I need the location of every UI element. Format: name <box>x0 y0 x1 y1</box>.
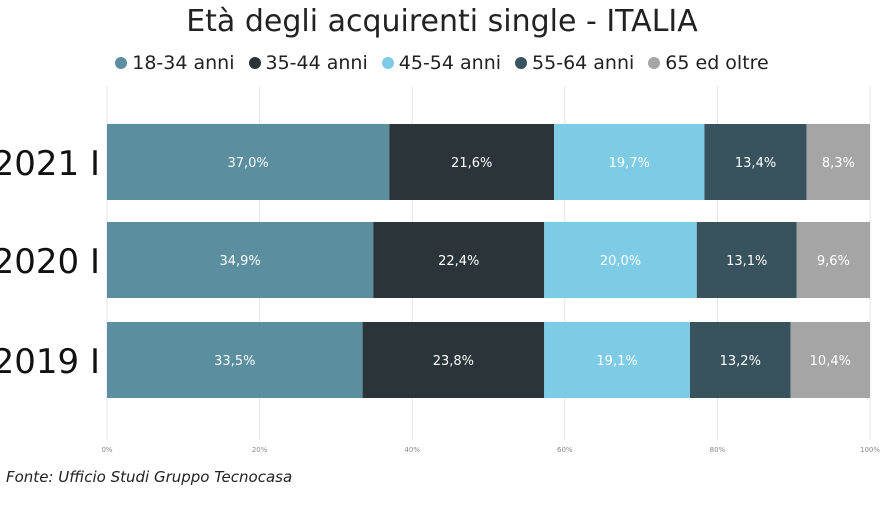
chart-legend: 18-34 anni 35-44 anni 45-54 anni 55-64 anni… <box>0 52 884 74</box>
data-label: 22,4% <box>438 254 479 269</box>
data-label: 20,0% <box>600 254 641 269</box>
legend-marker <box>381 57 394 69</box>
legend-marker <box>515 57 528 69</box>
data-label: 9,6% <box>817 254 850 269</box>
x-tick-label: 40% <box>404 446 420 454</box>
legend-label: 65 ed oltre <box>665 52 769 74</box>
data-label: 19,1% <box>596 354 637 369</box>
data-label: 8,3% <box>822 156 855 171</box>
bar-segment <box>544 322 690 398</box>
legend-label: 35-44 anni <box>265 52 368 74</box>
bar-segment <box>107 222 374 298</box>
legend-label: 18-34 anni <box>132 52 235 74</box>
legend-item: 45-54 anni <box>381 52 502 74</box>
legend-marker <box>648 57 661 69</box>
legend-marker <box>115 57 128 69</box>
x-tick-label: 60% <box>557 446 573 454</box>
x-tick-label: 80% <box>710 446 726 454</box>
data-label: 13,4% <box>735 156 776 171</box>
x-tick-label: 100% <box>860 446 880 454</box>
bar-segment <box>544 222 697 298</box>
legend-marker <box>248 57 261 69</box>
bar-segment <box>790 322 870 398</box>
data-label: 37,0% <box>227 156 268 171</box>
bar-segment <box>806 124 870 200</box>
bar-segment <box>389 124 555 200</box>
legend-item: 18-34 anni <box>115 52 235 74</box>
bar-segment <box>689 322 791 398</box>
bar-segment <box>704 124 807 200</box>
category-label: 2021 I <box>0 144 100 184</box>
bar-segment <box>554 124 705 200</box>
data-label: 13,1% <box>726 254 767 269</box>
chart-title: Età degli acquirenti single - ITALIA <box>186 4 698 39</box>
bar-segment <box>373 222 545 298</box>
legend-item: 35-44 anni <box>248 52 368 74</box>
category-label: 2020 I <box>0 242 100 282</box>
bar-segment <box>362 322 545 398</box>
data-label: 10,4% <box>810 354 851 369</box>
bar-segment <box>107 124 390 200</box>
bar-segment <box>796 222 870 298</box>
bar-segment <box>696 222 797 298</box>
x-tick-label: 20% <box>252 446 268 454</box>
category-label: 2019 I <box>0 342 100 382</box>
data-label: 19,7% <box>609 156 650 171</box>
data-label: 13,2% <box>720 354 761 369</box>
data-label: 23,8% <box>433 354 474 369</box>
source-note: Fonte: Ufficio Studi Gruppo Tecnocasa <box>6 468 293 486</box>
x-tick-label: 0% <box>101 446 112 454</box>
legend-item: 65 ed oltre <box>648 52 769 74</box>
data-label: 21,6% <box>451 156 492 171</box>
legend-item: 55-64 anni <box>515 52 634 74</box>
data-label: 33,5% <box>214 354 255 369</box>
legend-label: 55-64 anni <box>532 52 635 74</box>
bar-segment <box>107 322 363 398</box>
legend-label: 45-54 anni <box>398 52 502 74</box>
data-label: 34,9% <box>219 254 260 269</box>
